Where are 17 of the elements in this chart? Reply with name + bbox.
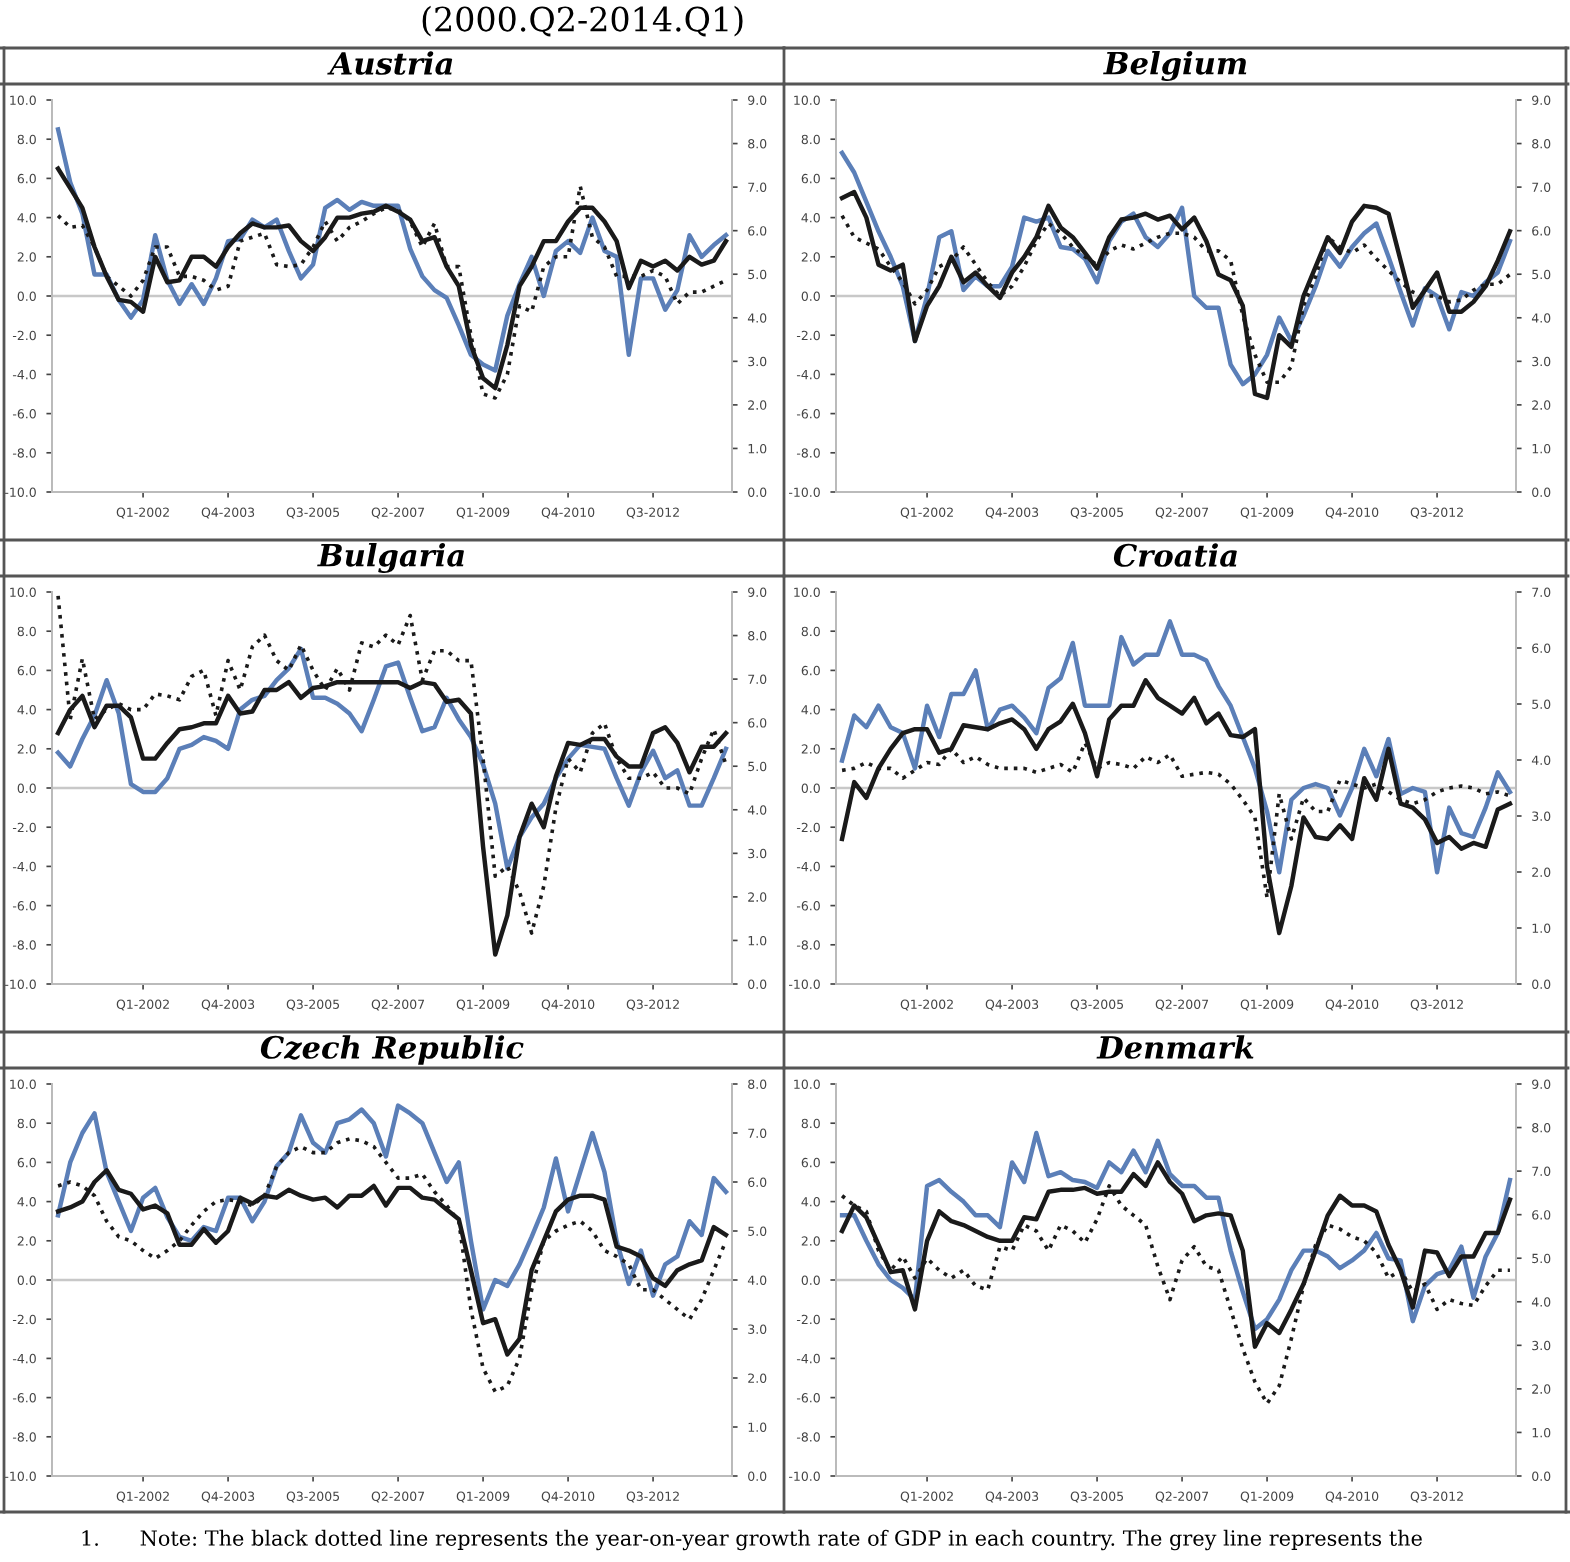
line-series — [839, 619, 1513, 875]
chart-title: Bulgaria — [317, 543, 464, 573]
chart-title: Belgium — [1103, 51, 1247, 81]
line-series — [839, 1130, 1513, 1332]
line-series — [839, 189, 1513, 401]
chart-title: Czech Republic — [260, 1035, 524, 1065]
text: 1. Note: The black dotted line represents the year-on-year growth rate of GDP in each country. The grey line represents the — [82, 1529, 1422, 1551]
text: (2000.Q2-2014.Q1) — [422, 5, 743, 37]
line-series — [55, 1103, 729, 1312]
line-series — [839, 677, 1513, 936]
chart-title: Austria — [327, 51, 453, 75]
line-series — [55, 646, 729, 871]
chart-title: Croatia — [1113, 543, 1237, 567]
line-series — [56, 1137, 728, 1394]
chart-title: Denmark — [1096, 1035, 1254, 1059]
line-series — [839, 150, 1513, 387]
line-series — [55, 127, 729, 373]
